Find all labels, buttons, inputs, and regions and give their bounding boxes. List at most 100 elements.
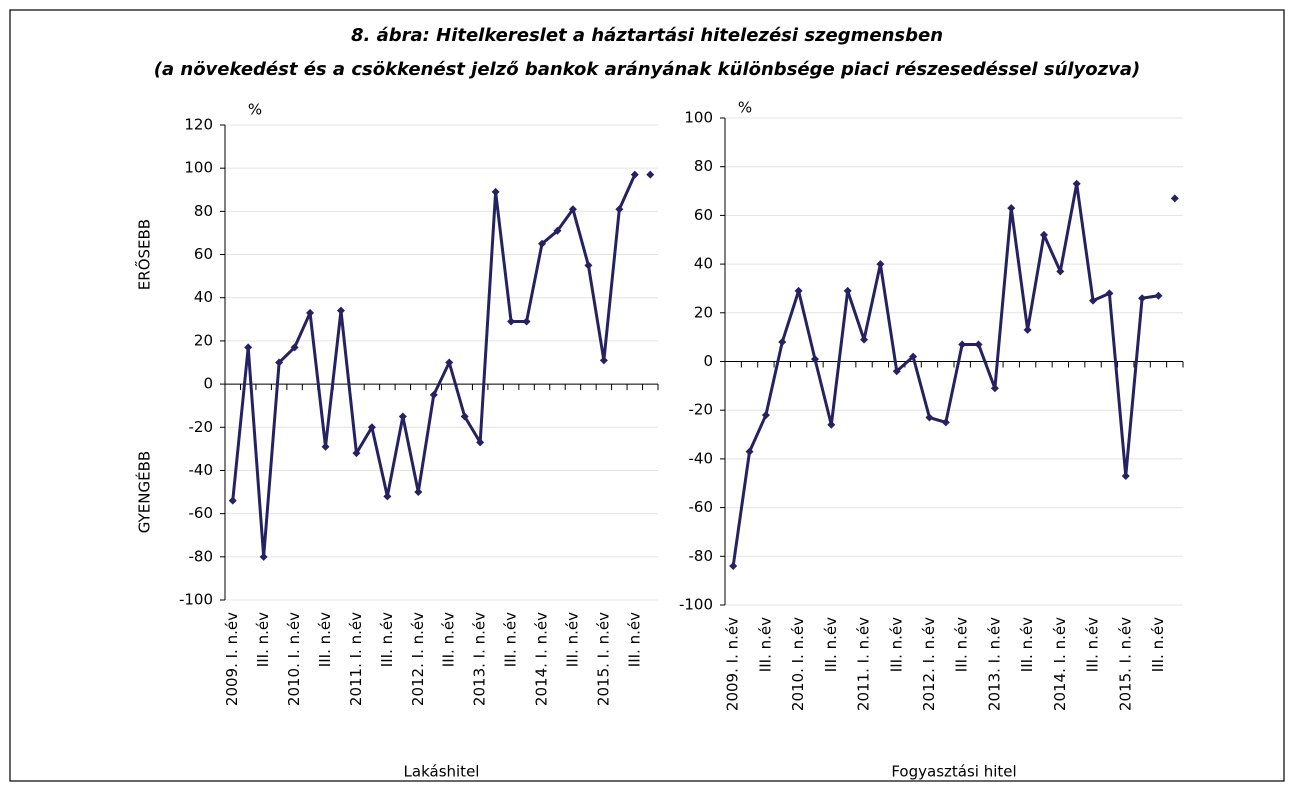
- y-tick-label: -60: [689, 498, 714, 516]
- y-tick-label: 80: [694, 157, 713, 175]
- y-tick-label: 20: [694, 303, 713, 321]
- y-unit: %: [738, 99, 752, 117]
- marker: [990, 384, 999, 393]
- marker: [810, 355, 819, 364]
- marker: [794, 286, 803, 295]
- y-tick-label: 100: [684, 109, 713, 127]
- marker: [974, 340, 983, 349]
- marker: [275, 358, 284, 367]
- marker: [290, 343, 299, 352]
- x-tick-label: 2013. I. n.év: [471, 612, 489, 706]
- x-tick-label: III. n.év: [316, 612, 334, 667]
- marker: [1138, 294, 1147, 303]
- x-tick-label: 2012. I. n.év: [409, 612, 427, 706]
- y-tick-label: 0: [703, 352, 713, 370]
- x-tick-label: III. n.év: [254, 612, 272, 667]
- marker: [491, 187, 500, 196]
- marker: [367, 423, 376, 432]
- marker: [445, 358, 454, 367]
- marker: [892, 367, 901, 376]
- y-tick-label: 0: [203, 375, 213, 393]
- marker: [568, 205, 577, 214]
- marker: [827, 420, 836, 429]
- marker: [522, 317, 531, 326]
- x-tick-label: 2009. I. n.év: [223, 612, 241, 706]
- marker: [630, 170, 639, 179]
- x-tick-label: 2015. I. n.év: [594, 612, 612, 706]
- y-tick-label: -20: [189, 418, 214, 436]
- marker: [876, 260, 885, 269]
- y-tick-label: 60: [694, 206, 713, 224]
- x-tick-label: 2015. I. n.év: [1116, 617, 1134, 711]
- y-tick-label: -40: [189, 461, 214, 479]
- marker: [1105, 289, 1114, 298]
- y-tick-label: 60: [194, 245, 213, 263]
- marker: [599, 356, 608, 365]
- x-tick-label: III. n.év: [953, 617, 971, 672]
- x-tick-label: 2011. I. n.év: [855, 617, 873, 711]
- marker: [761, 411, 770, 420]
- x-tick-label: III. n.év: [502, 612, 520, 667]
- y-tick-label: -60: [189, 504, 214, 522]
- x-tick-label: III. n.év: [378, 612, 396, 667]
- marker: [228, 496, 237, 505]
- marker: [1089, 296, 1098, 305]
- marker: [1121, 471, 1130, 480]
- y-tick-label: 100: [184, 159, 213, 177]
- marker: [860, 335, 869, 344]
- marker: [553, 226, 562, 235]
- y-label-top: ERŐSEBB: [134, 219, 154, 290]
- x-tick-label: III. n.év: [1149, 617, 1167, 672]
- marker: [941, 418, 950, 427]
- marker: [925, 413, 934, 422]
- marker: [1154, 291, 1163, 300]
- marker: [1170, 194, 1179, 203]
- x-tick-label: III. n.év: [822, 617, 840, 672]
- y-tick-label: 40: [194, 288, 213, 306]
- x-tick-label: III. n.év: [887, 617, 905, 672]
- y-unit: %: [248, 101, 262, 119]
- marker: [259, 552, 268, 561]
- y-tick-label: 40: [694, 255, 713, 273]
- marker: [476, 438, 485, 447]
- y-tick-label: 80: [194, 202, 213, 220]
- x-tick-label: III. n.év: [563, 612, 581, 667]
- marker: [507, 317, 516, 326]
- x-tick-label: 2014. I. n.év: [533, 612, 551, 706]
- marker: [352, 449, 361, 458]
- chart-subtitle: (a növekedést és a csökkenést jelző bank…: [154, 59, 1141, 80]
- marker: [646, 170, 655, 179]
- x-tick-label: III. n.év: [440, 612, 458, 667]
- marker: [1056, 267, 1065, 276]
- x-tick-label: 2010. I. n.év: [285, 612, 303, 706]
- marker: [1039, 230, 1048, 239]
- marker: [244, 343, 253, 352]
- marker: [843, 286, 852, 295]
- marker: [383, 492, 392, 501]
- marker: [745, 447, 754, 456]
- marker: [306, 308, 315, 317]
- x-tick-label: III. n.év: [756, 617, 774, 672]
- x-tick-label: 2009. I. n.év: [724, 617, 742, 711]
- frame: [9, 9, 1285, 782]
- marker: [321, 442, 330, 451]
- marker: [414, 488, 423, 497]
- y-tick-label: -100: [679, 596, 713, 614]
- x-tick-label: 2012. I. n.év: [920, 617, 938, 711]
- y-tick-label: -100: [179, 591, 213, 609]
- x-axis-label: Fogyasztási hitel: [891, 763, 1016, 781]
- marker: [615, 205, 624, 214]
- x-tick-label: 2013. I. n.év: [985, 617, 1003, 711]
- x-tick-label: 2010. I. n.év: [789, 617, 807, 711]
- marker: [1007, 204, 1016, 213]
- y-tick-label: 120: [184, 116, 213, 134]
- marker: [538, 239, 547, 248]
- x-tick-label: 2014. I. n.év: [1051, 617, 1069, 711]
- y-tick-label: -40: [689, 449, 714, 467]
- marker: [429, 390, 438, 399]
- marker: [958, 340, 967, 349]
- y-tick-label: 20: [194, 331, 213, 349]
- y-tick-label: -80: [189, 547, 214, 565]
